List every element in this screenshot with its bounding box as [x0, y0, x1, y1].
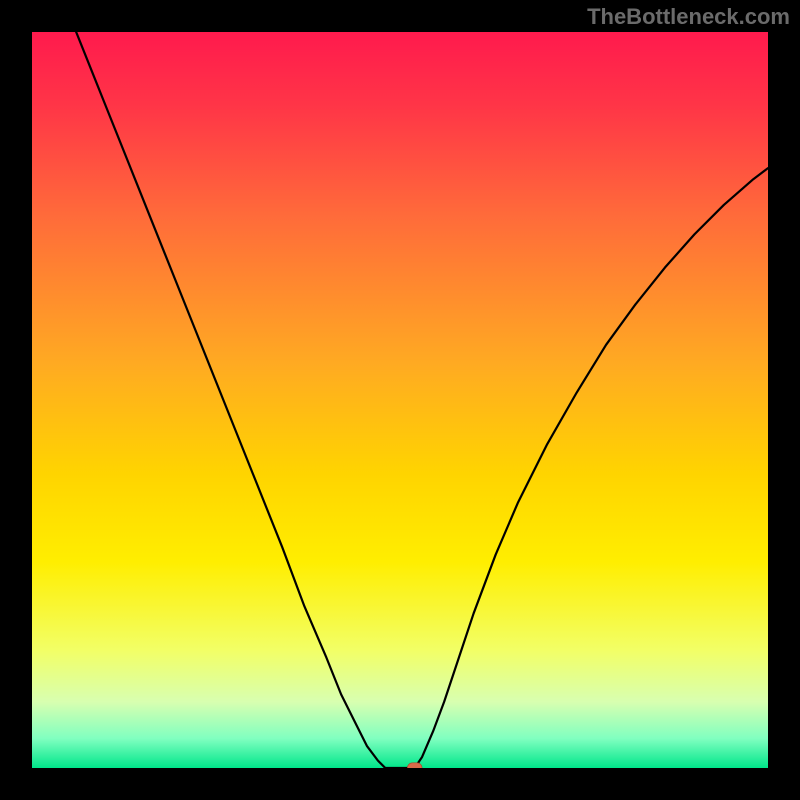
bottleneck-curve-chart	[32, 32, 768, 768]
chart-container: TheBottleneck.com	[0, 0, 800, 800]
gradient-background	[32, 32, 768, 768]
plot-area	[32, 32, 768, 768]
watermark-text: TheBottleneck.com	[587, 4, 790, 30]
optimal-point-marker	[407, 763, 422, 768]
